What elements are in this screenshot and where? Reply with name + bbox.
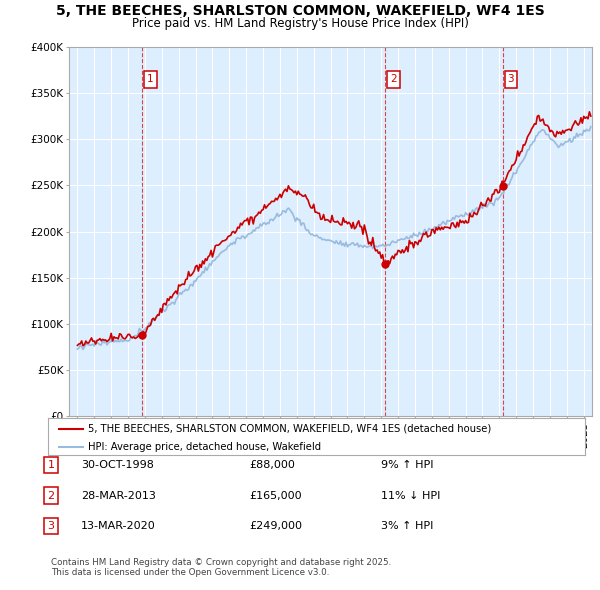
Text: 1: 1	[47, 460, 55, 470]
Text: 3: 3	[47, 522, 55, 531]
Text: 5, THE BEECHES, SHARLSTON COMMON, WAKEFIELD, WF4 1ES: 5, THE BEECHES, SHARLSTON COMMON, WAKEFI…	[56, 4, 544, 18]
Text: 30-OCT-1998: 30-OCT-1998	[81, 460, 154, 470]
Text: £88,000: £88,000	[249, 460, 295, 470]
Text: 5, THE BEECHES, SHARLSTON COMMON, WAKEFIELD, WF4 1ES (detached house): 5, THE BEECHES, SHARLSTON COMMON, WAKEFI…	[88, 424, 491, 434]
Text: 11% ↓ HPI: 11% ↓ HPI	[381, 491, 440, 500]
Text: 13-MAR-2020: 13-MAR-2020	[81, 522, 156, 531]
Text: £249,000: £249,000	[249, 522, 302, 531]
Text: £165,000: £165,000	[249, 491, 302, 500]
Text: 3: 3	[508, 74, 514, 84]
Text: Price paid vs. HM Land Registry's House Price Index (HPI): Price paid vs. HM Land Registry's House …	[131, 17, 469, 30]
Text: 28-MAR-2013: 28-MAR-2013	[81, 491, 156, 500]
Text: 2: 2	[390, 74, 397, 84]
Text: 3% ↑ HPI: 3% ↑ HPI	[381, 522, 433, 531]
Text: 9% ↑ HPI: 9% ↑ HPI	[381, 460, 433, 470]
Text: HPI: Average price, detached house, Wakefield: HPI: Average price, detached house, Wake…	[88, 442, 322, 453]
Text: 2: 2	[47, 491, 55, 500]
Text: Contains HM Land Registry data © Crown copyright and database right 2025.
This d: Contains HM Land Registry data © Crown c…	[51, 558, 391, 577]
Text: 1: 1	[147, 74, 154, 84]
